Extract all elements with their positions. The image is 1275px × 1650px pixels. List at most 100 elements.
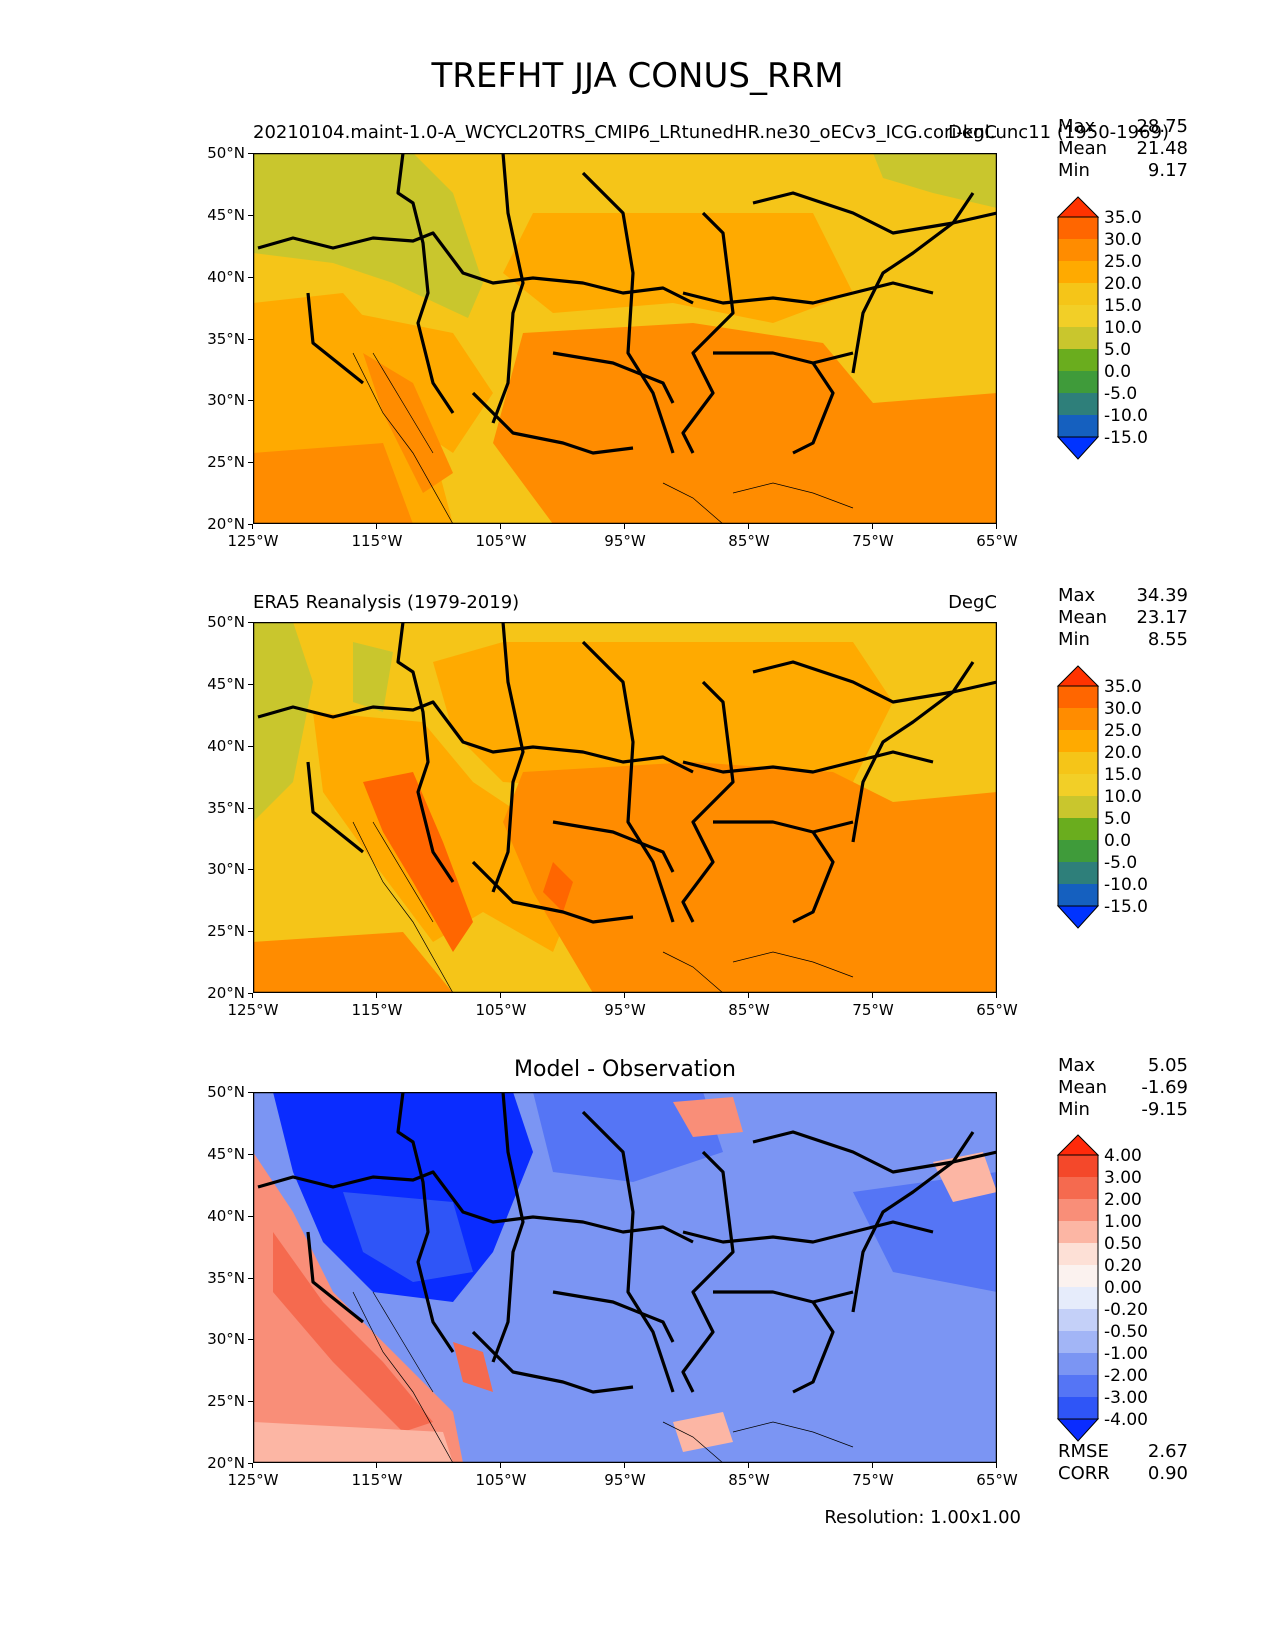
panel1-cool-ne: [873, 153, 997, 208]
colorbar-level-label: -15.0: [1104, 897, 1148, 917]
x-tick-label: 105°W: [475, 532, 527, 550]
colorbar-level-label: -5.0: [1104, 853, 1137, 873]
x-tick-mark: [252, 993, 253, 998]
colorbar-segment: [1058, 1375, 1098, 1397]
panel2-coastlines: [352, 821, 854, 993]
x-tick-label: 75°W: [852, 532, 894, 550]
panel3-frame: [253, 1092, 997, 1463]
colorbar-level-label: -15.0: [1104, 428, 1148, 448]
x-tick-mark: [624, 993, 625, 998]
colorbar-level-label: -10.0: [1104, 875, 1148, 895]
colorbar-level-label: 4.00: [1104, 1146, 1142, 1166]
panel3-extra-stat-value: 0.90: [1147, 1463, 1188, 1484]
colorbar-svg: 4.003.002.001.000.500.200.00-0.20-0.50-1…: [1056, 1134, 1148, 1442]
panel3-stat-label: Max: [1058, 1055, 1096, 1076]
colorbar-level-label: -0.20: [1104, 1300, 1148, 1320]
y-tick-mark: [248, 1215, 253, 1217]
panel1-stat-label: Min: [1058, 160, 1090, 181]
colorbar-level-label: 0.00: [1104, 1278, 1142, 1298]
panel2-hot-south: [503, 762, 997, 993]
panel1-stat-value: 28.75: [1136, 116, 1188, 137]
y-tick-label: 25°N: [207, 453, 245, 472]
x-tick-mark: [872, 1463, 873, 1468]
y-tick-mark: [248, 869, 253, 871]
y-tick-label: 35°N: [207, 798, 245, 817]
panel2-stat-label: Max: [1058, 585, 1096, 606]
x-tick-label: 125°W: [227, 532, 279, 550]
panel2-map-svg: [253, 622, 997, 993]
colorbar-segment: [1058, 1287, 1098, 1309]
x-tick-mark: [500, 1463, 501, 1468]
colorbar-segment: [1058, 840, 1098, 862]
colorbar-svg: 35.030.025.020.015.010.05.00.0-5.0-10.0-…: [1056, 196, 1148, 460]
main-title: TREFHT JJA CONUS_RRM: [431, 56, 844, 96]
panel3-warm-south: [253, 1422, 453, 1463]
colorbar-level-label: 35.0: [1104, 208, 1142, 228]
panel3-map: [253, 1092, 997, 1463]
y-tick-mark: [248, 400, 253, 402]
panel2-stat-value: 8.55: [1147, 629, 1188, 650]
x-tick-mark: [252, 524, 253, 529]
x-tick-mark: [376, 524, 377, 529]
y-tick-mark: [248, 1401, 253, 1403]
panel2-stat-label: Min: [1058, 629, 1090, 650]
y-tick-label: 25°N: [207, 922, 245, 941]
colorbar-level-label: 0.50: [1104, 1234, 1142, 1254]
colorbar-top-extension: [1056, 196, 1100, 218]
y-tick-label: 30°N: [207, 1330, 245, 1349]
panel2-cool-west: [253, 622, 313, 822]
x-tick-label: 75°W: [852, 1471, 894, 1489]
panel2-map: [253, 622, 997, 993]
colorbar-level-label: 5.0: [1104, 809, 1131, 829]
panel1-stat-label: Mean: [1058, 138, 1108, 159]
x-tick-mark: [500, 524, 501, 529]
panel2-left-label: ERA5 Reanalysis (1979-2019): [253, 592, 520, 613]
colorbar-segment: [1058, 796, 1098, 818]
y-tick-label: 45°N: [207, 1144, 245, 1163]
panel3-map-svg: [253, 1092, 997, 1463]
colorbar-segment: [1058, 708, 1098, 730]
x-tick-label: 95°W: [604, 532, 646, 550]
panel3-stat-value: -1.69: [1141, 1077, 1188, 1098]
x-tick-label: 125°W: [227, 1471, 279, 1489]
y-tick-mark: [248, 338, 253, 340]
resolution-label: Resolution: 1.00x1.00: [824, 1507, 1021, 1528]
colorbar-segment: [1058, 283, 1098, 305]
y-tick-mark: [248, 931, 253, 933]
colorbar-level-label: 15.0: [1104, 765, 1142, 785]
x-tick-label: 115°W: [351, 532, 403, 550]
colorbar-outline: [1057, 1154, 1099, 1420]
colorbar-segment: [1058, 1243, 1098, 1265]
colorbar-level-label: -0.50: [1104, 1322, 1148, 1342]
colorbar-segment: [1058, 1199, 1098, 1221]
y-tick-label: 35°N: [207, 1268, 245, 1287]
colorbar-level-label: -2.00: [1104, 1366, 1148, 1386]
x-tick-mark: [996, 993, 997, 998]
colorbar-level-label: -10.0: [1104, 406, 1148, 426]
colorbar-segment: [1058, 1265, 1098, 1287]
y-tick-mark: [248, 214, 253, 216]
y-tick-label: 40°N: [207, 736, 245, 755]
panel3-state-borders: [257, 1092, 997, 1394]
colorbar-segment: [1058, 349, 1098, 371]
colorbar-segment: [1058, 686, 1098, 708]
colorbar-segment: [1058, 730, 1098, 752]
y-tick-mark: [248, 1277, 253, 1279]
x-tick-label: 65°W: [976, 1471, 1018, 1489]
panel2-hot-texas: [543, 862, 573, 912]
y-tick-label: 30°N: [207, 391, 245, 410]
colorbar-segment: [1058, 752, 1098, 774]
x-tick-label: 105°W: [475, 1001, 527, 1019]
colorbar-top-extension: [1056, 1134, 1100, 1156]
x-tick-mark: [748, 993, 749, 998]
colorbar-segment: [1058, 371, 1098, 393]
y-tick-mark: [248, 807, 253, 809]
y-tick-mark: [248, 1153, 253, 1155]
colorbar-level-label: 3.00: [1104, 1168, 1142, 1188]
panel1-right-label: DegC: [948, 122, 997, 143]
panel2-stat-label: Mean: [1058, 607, 1108, 628]
panel3-cold-plains: [533, 1092, 723, 1182]
colorbar-segment: [1058, 1397, 1098, 1419]
y-tick-label: 50°N: [207, 613, 245, 631]
colorbar-outline: [1057, 216, 1099, 438]
